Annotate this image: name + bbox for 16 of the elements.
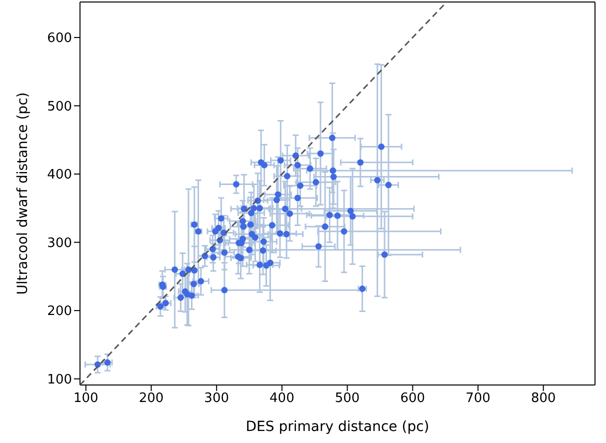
y-axis-title: Ultracool dwarf distance (pc) bbox=[14, 92, 31, 295]
y-tick-label: 200 bbox=[47, 304, 72, 320]
x-tick-label: 600 bbox=[400, 391, 426, 406]
x-axis-title: DES primary distance (pc) bbox=[246, 419, 430, 435]
x-tick-label: 100 bbox=[73, 391, 98, 406]
y-tick-label: 300 bbox=[47, 236, 72, 251]
y-tick-label: 100 bbox=[47, 372, 72, 388]
y-tick-label: 500 bbox=[47, 99, 72, 114]
x-tick-label: 800 bbox=[530, 391, 556, 406]
y-tick-label: 600 bbox=[47, 31, 72, 46]
x-tick-label: 700 bbox=[466, 391, 490, 406]
x-tick-label: 300 bbox=[204, 391, 230, 406]
x-tick-label: 500 bbox=[334, 391, 360, 406]
y-tick-label: 400 bbox=[47, 168, 72, 183]
x-tick-label: 400 bbox=[270, 391, 294, 406]
x-tick-label: 200 bbox=[138, 391, 164, 406]
